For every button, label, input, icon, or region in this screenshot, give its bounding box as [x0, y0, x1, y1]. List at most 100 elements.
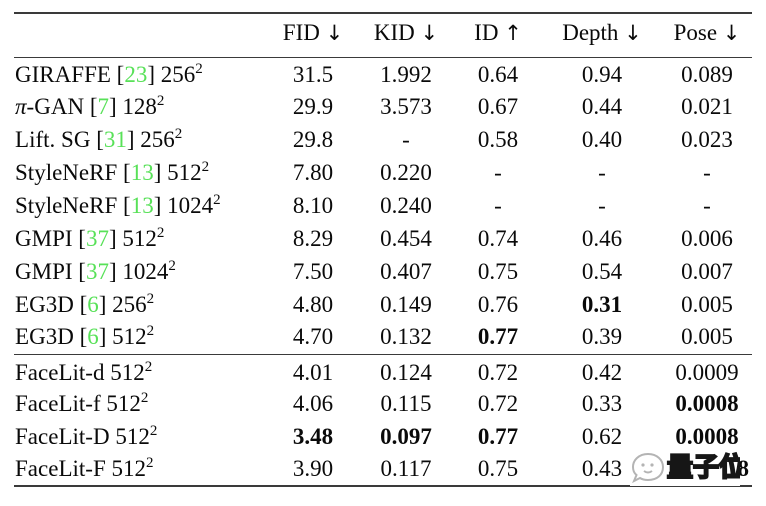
citation-number: 23 — [124, 62, 148, 88]
cell-fid: 4.06 — [292, 390, 334, 416]
cell-pose: 0.006 — [681, 225, 733, 251]
cell-kid: 0.407 — [380, 258, 432, 284]
citation-number: 7 — [97, 93, 110, 119]
resolution-exponent: 2 — [149, 422, 158, 439]
table-group-baselines: GIRAFFE [23] 2562 31.5 1.992 0.64 0.94 0.089 π… — [14, 57, 752, 354]
cell-depth: 0.43 — [581, 456, 623, 481]
cell-fid: 29.9 — [292, 93, 334, 119]
resolution-exponent: 2 — [140, 389, 149, 406]
watermark: 量子位 — [630, 449, 740, 486]
table-row: Lift. SG [31] 2562 29.8 - 0.58 0.40 0.023 — [14, 123, 752, 156]
cell-depth: - — [598, 159, 606, 185]
cell-id: 0.75 — [477, 258, 519, 284]
col-header-fid: FID ↓ — [282, 20, 344, 46]
cell-kid: - — [402, 126, 410, 152]
citation-number: 6 — [87, 324, 99, 350]
resolution-exponent: 2 — [168, 257, 176, 274]
method-name: StyleNeRF [13] 5122 — [15, 158, 210, 185]
cell-kid: 0.124 — [380, 359, 432, 385]
cell-depth: 0.44 — [581, 93, 623, 119]
cell-pose: 0.005 — [681, 291, 733, 317]
cell-depth: 0.33 — [581, 390, 623, 416]
citation-number: 13 — [130, 192, 154, 218]
cell-id: - — [494, 159, 502, 185]
cell-pose: 0.021 — [681, 93, 733, 119]
resolution-exponent: 2 — [174, 125, 183, 142]
table-row: FaceLit-D 5122 3.48 0.097 0.77 0.62 0.0008 — [14, 420, 752, 453]
cell-id: 0.76 — [477, 291, 519, 317]
pi-symbol: π — [15, 93, 27, 119]
cell-depth: 0.54 — [581, 258, 623, 284]
cell-fid: 8.29 — [292, 225, 334, 251]
table-row: StyleNeRF [13] 5122 7.80 0.220 - - - — [14, 156, 752, 189]
resolution-exponent: 2 — [195, 61, 203, 78]
watermark-text: 量子位 — [666, 452, 740, 483]
col-header-depth: Depth ↓ — [562, 20, 642, 46]
cell-fid: 3.48 — [292, 423, 334, 449]
down-arrow-icon: ↓ — [722, 21, 741, 46]
cell-fid: 3.90 — [292, 456, 334, 481]
col-header-pose: Pose ↓ — [673, 20, 741, 46]
col-header-kid: KID ↓ — [373, 20, 439, 46]
resolution-exponent: 2 — [201, 158, 210, 175]
col-header-id: ID ↑ — [474, 20, 522, 46]
citation-number: 6 — [87, 291, 99, 317]
resolution-exponent: 2 — [156, 92, 165, 109]
cell-id: - — [494, 192, 502, 218]
table-row: GMPI [37] 10242 7.50 0.407 0.75 0.54 0.007 — [14, 255, 752, 288]
method-name: π-GAN [7] 1282 — [15, 92, 165, 119]
method-name: FaceLit-F 5122 — [15, 455, 154, 482]
cell-id: 0.58 — [477, 126, 519, 152]
citation-number: 37 — [85, 225, 109, 251]
cell-pose: 0.0008 — [675, 390, 739, 416]
cell-kid: 0.097 — [380, 423, 432, 449]
method-name: GMPI [37] 10242 — [15, 257, 176, 284]
cell-depth: 0.94 — [581, 62, 623, 88]
up-arrow-icon: ↑ — [504, 21, 522, 46]
cell-id: 0.72 — [477, 359, 519, 385]
method-name: Lift. SG [31] 2562 — [15, 125, 183, 152]
table-row: FaceLit-d 5122 4.01 0.124 0.72 0.42 0.0009 — [14, 354, 752, 387]
method-name: FaceLit-D 5122 — [15, 422, 158, 449]
cell-kid: 0.454 — [380, 225, 432, 251]
cell-id: 0.74 — [477, 225, 519, 251]
cell-kid: 0.132 — [380, 324, 432, 350]
cell-depth: 0.62 — [581, 423, 623, 449]
cell-pose: - — [703, 192, 711, 218]
cell-kid: 0.220 — [380, 159, 432, 185]
cell-depth: 0.39 — [581, 324, 623, 350]
cell-pose: 0.089 — [681, 62, 733, 88]
table-header: FID ↓ KID ↓ ID ↑ Depth ↓ Pose ↓ — [14, 13, 752, 57]
cell-id: 0.77 — [477, 324, 519, 350]
cell-id: 0.64 — [477, 62, 519, 88]
down-arrow-icon: ↓ — [420, 21, 439, 46]
table-row: EG3D [6] 2562 4.80 0.149 0.76 0.31 0.005 — [14, 288, 752, 321]
cell-fid: 7.50 — [292, 258, 334, 284]
cell-kid: 0.117 — [380, 456, 432, 481]
resolution-exponent: 2 — [146, 290, 155, 307]
method-name: EG3D [6] 5122 — [15, 323, 155, 350]
header-row: FID ↓ KID ↓ ID ↑ Depth ↓ Pose ↓ — [14, 13, 752, 57]
table-row: StyleNeRF [13] 10242 8.10 0.240 - - - — [14, 189, 752, 222]
cell-kid: 0.149 — [380, 291, 432, 317]
table-row: GMPI [37] 5122 8.29 0.454 0.74 0.46 0.006 — [14, 222, 752, 255]
cell-pose: 0.005 — [681, 324, 733, 350]
cell-id: 0.77 — [477, 423, 519, 449]
cell-kid: 0.240 — [380, 192, 432, 218]
resolution-exponent: 2 — [146, 323, 155, 340]
method-name: GIRAFFE [23] 2562 — [15, 61, 203, 88]
down-arrow-icon: ↓ — [624, 21, 642, 46]
cell-id: 0.67 — [477, 93, 519, 119]
cell-pose: 0.023 — [681, 126, 733, 152]
resolution-exponent: 2 — [156, 224, 165, 241]
cell-pose: - — [703, 159, 711, 185]
method-name: EG3D [6] 2562 — [15, 290, 155, 317]
cell-depth: 0.42 — [581, 359, 623, 385]
cell-fid: 7.80 — [292, 159, 334, 185]
cell-fid: 4.80 — [292, 291, 334, 317]
cell-pose: 0.007 — [681, 258, 733, 284]
resolution-exponent: 2 — [213, 191, 221, 208]
cell-fid: 29.8 — [292, 126, 334, 152]
cell-fid: 8.10 — [292, 192, 334, 218]
